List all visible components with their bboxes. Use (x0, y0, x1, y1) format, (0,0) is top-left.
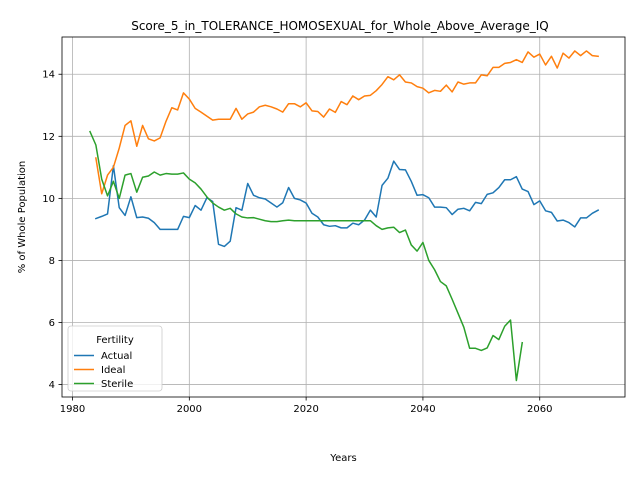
series-lines (89, 50, 600, 382)
x-tick-label: 2060 (527, 404, 552, 415)
plot-area-frame (61, 36, 626, 398)
x-tick-label: 2020 (293, 404, 318, 415)
legend: Fertility Actual Ideal Sterile (67, 325, 163, 392)
legend-label-sterile: Sterile (101, 379, 133, 390)
legend-label-actual: Actual (101, 351, 132, 362)
legend-items: Actual Ideal Sterile (74, 351, 133, 390)
series-line-sterile (89, 130, 524, 382)
series-line-ideal (95, 50, 599, 195)
x-axis-label: Years (329, 453, 356, 464)
legend-frame (67, 325, 163, 392)
y-tick-label: 10 (42, 194, 55, 205)
series-line-actual (94, 160, 600, 248)
y-tick-label: 12 (42, 132, 55, 143)
legend-title: Fertility (96, 335, 134, 346)
y-tick-label: 4 (49, 380, 55, 391)
chart-title: Score_5_in_TOLERANCE_HOMOSEXUAL_for_Whol… (131, 19, 549, 33)
x-tick-label: 1980 (60, 404, 85, 415)
x-tick-label: 2040 (410, 404, 435, 415)
x-tick-label: 2000 (177, 404, 202, 415)
legend-label-ideal: Ideal (101, 365, 125, 376)
y-tick-label: 14 (42, 70, 55, 81)
y-tick-label: 8 (49, 256, 55, 267)
y-axis-label: % of Whole Population (17, 161, 28, 274)
axis-ticks: 1980 2000 2020 2040 2060 4 6 8 10 12 14 (42, 70, 552, 415)
y-tick-label: 6 (49, 318, 55, 329)
